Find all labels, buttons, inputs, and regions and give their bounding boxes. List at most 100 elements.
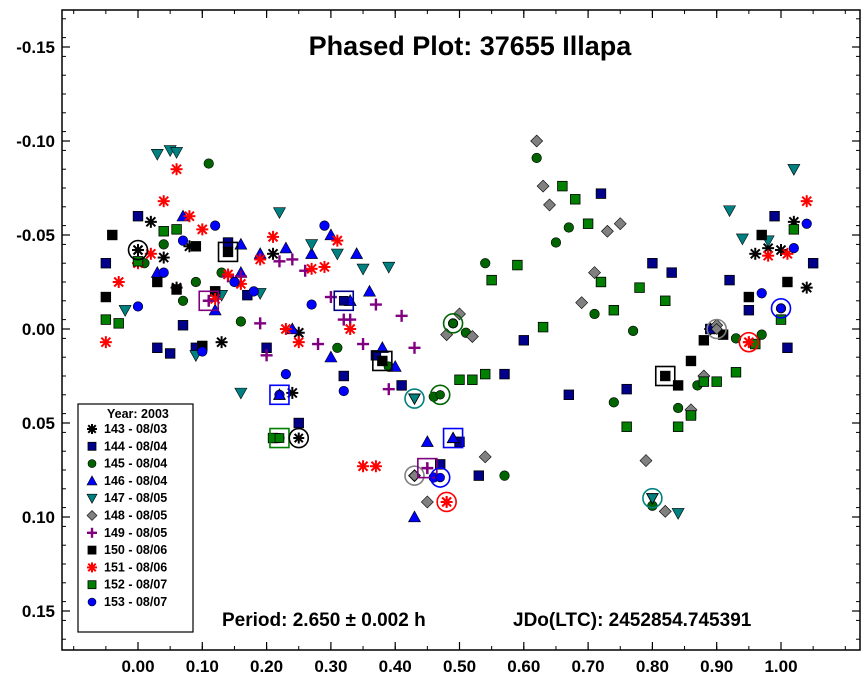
data-point (396, 380, 407, 391)
data-point (621, 421, 632, 432)
data-point (273, 255, 286, 268)
highlighted-marker (448, 318, 458, 329)
highlight-box (442, 427, 464, 449)
legend-item: 145 - 08/04 (87, 457, 167, 471)
x-tick-label: 0.00 (121, 657, 154, 676)
data-point (177, 235, 189, 246)
legend-item: 150 - 08/06 (87, 543, 167, 557)
data-point (530, 134, 544, 148)
legend-label: 144 - 08/04 (104, 439, 167, 453)
data-point (312, 338, 325, 351)
y-tick-label: 0.05 (22, 414, 55, 433)
data-point (775, 314, 787, 325)
data-point (150, 149, 164, 161)
highlight-ring (442, 313, 464, 334)
data-point (113, 318, 124, 329)
highlighted-point (404, 388, 425, 409)
data-point (267, 230, 280, 243)
data-point (158, 239, 169, 250)
data-point (260, 349, 273, 362)
data-point (756, 229, 767, 241)
data-point (235, 316, 246, 327)
data-point (595, 276, 607, 288)
data-point (658, 504, 672, 518)
highlight-ring (770, 298, 792, 319)
x-tick-label: 0.50 (443, 657, 476, 676)
data-point (382, 261, 396, 274)
x-tick-label: 0.60 (507, 657, 540, 676)
data-point (272, 207, 286, 220)
highlight-ring (429, 384, 451, 406)
highlighted-point (654, 365, 676, 387)
data-point (171, 224, 182, 235)
highlight-box (372, 350, 393, 372)
data-point (395, 309, 408, 322)
legend-item: 152 - 08/07 (87, 578, 167, 592)
data-point (671, 508, 685, 520)
legend-label: 149 - 08/05 (104, 526, 167, 540)
data-point (152, 342, 163, 354)
highlighted-point (770, 298, 792, 319)
x-tick-label: 0.40 (379, 657, 412, 676)
data-point (557, 180, 568, 192)
data-point (499, 368, 510, 380)
legend-marker (87, 562, 97, 573)
legend-item: 146 - 08/04 (86, 474, 167, 488)
data-point (369, 460, 382, 473)
x-tick-label: 0.80 (636, 657, 669, 676)
data-point (543, 198, 556, 212)
y-tick-label: 0.00 (22, 320, 55, 339)
highlighted-marker (132, 244, 144, 256)
highlighted-point (429, 467, 451, 488)
data-point (685, 410, 697, 421)
legend-item: 147 - 08/05 (86, 491, 167, 505)
data-point (170, 147, 184, 159)
legend-marker (87, 580, 97, 590)
data-point (672, 421, 684, 432)
highlighted-marker (223, 247, 233, 257)
data-point (357, 460, 370, 473)
data-point (499, 470, 510, 481)
data-point (613, 217, 627, 231)
data-point (762, 249, 775, 262)
highlighted-point (642, 487, 663, 509)
data-point (152, 276, 163, 288)
legend-label: 143 - 08/03 (104, 422, 167, 436)
highlight-ring (288, 427, 310, 449)
data-point (292, 336, 305, 349)
data-point (723, 205, 737, 218)
data-point (634, 282, 645, 293)
highlighted-point (127, 239, 149, 261)
data-point (279, 241, 293, 254)
data-point (183, 210, 196, 223)
legend-marker (87, 527, 97, 538)
highlighted-marker (273, 388, 286, 400)
data-point (254, 253, 267, 266)
data-point (480, 368, 491, 380)
legend-label: 147 - 08/05 (104, 491, 167, 505)
highlighted-marker (338, 295, 349, 306)
data-point (324, 350, 338, 363)
data-point (222, 268, 235, 281)
data-point (608, 397, 619, 408)
data-point (756, 329, 767, 340)
highlighted-marker (421, 462, 433, 474)
highlighted-point (436, 491, 457, 513)
data-point (190, 241, 202, 252)
highlight-box (198, 290, 220, 312)
data-points (99, 134, 819, 523)
data-point (100, 257, 112, 269)
legend-label: 145 - 08/04 (104, 457, 167, 471)
data-point (144, 215, 157, 228)
y-tick-label: -0.05 (16, 226, 55, 245)
data-point (318, 260, 331, 273)
legend-marker (87, 597, 97, 607)
series-6 (408, 134, 724, 518)
data-point (582, 218, 594, 229)
data-point (628, 325, 639, 336)
legend-label: 148 - 08/05 (104, 509, 167, 523)
data-point (177, 320, 189, 331)
highlighted-points (127, 239, 792, 513)
data-point (787, 164, 801, 176)
data-point (177, 295, 189, 306)
